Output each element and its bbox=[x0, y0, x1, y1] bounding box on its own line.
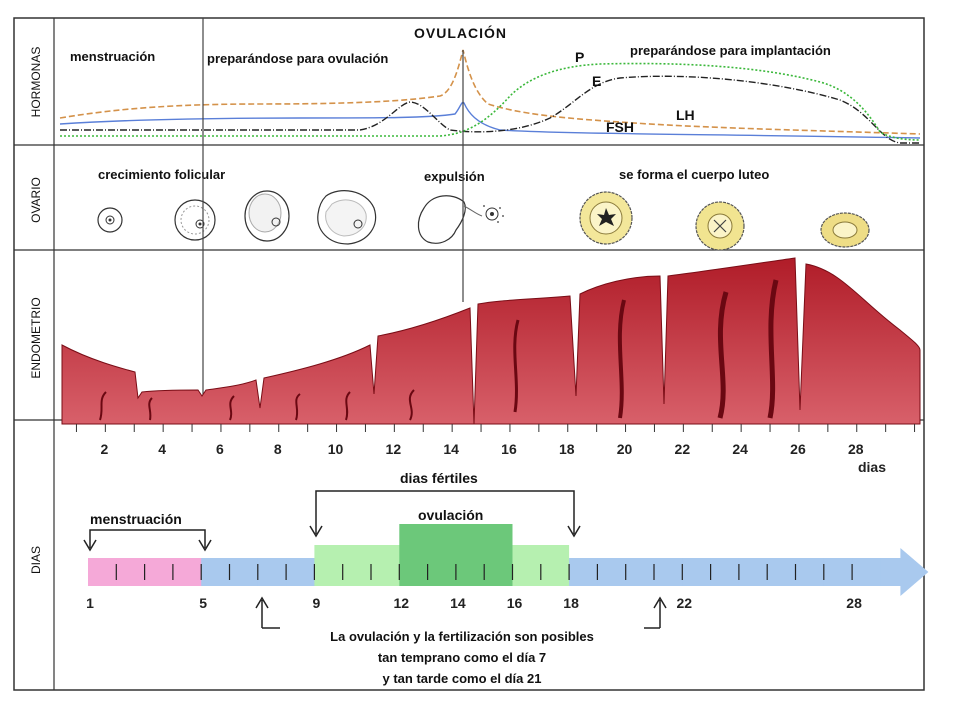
day-tick-label: 10 bbox=[328, 441, 344, 457]
ovary-panel: crecimiento folicular expulsión se forma… bbox=[97, 167, 870, 251]
day-tick-label: 14 bbox=[443, 441, 459, 457]
calendar-day-cell bbox=[625, 558, 655, 586]
follicle-stage-2 bbox=[174, 199, 216, 241]
corpus-luteum-3 bbox=[820, 212, 870, 248]
endometrium-layer bbox=[61, 257, 921, 425]
calendar-tick-label: 5 bbox=[199, 595, 207, 611]
late-ovulation-arrow bbox=[653, 596, 667, 628]
menstruation-bracket bbox=[89, 529, 206, 548]
follicular-growth-label: crecimiento folicular bbox=[98, 167, 225, 182]
endometrium-day-axis: 2 4 6 8 10 12 14 16 18 20 22 24 26 28 dias bbox=[75, 424, 916, 475]
calendar-day-cell bbox=[823, 558, 853, 586]
calendar-tick-label: 16 bbox=[507, 595, 523, 611]
day-tick-label: 4 bbox=[158, 441, 166, 457]
early-ovulation-arrow bbox=[255, 596, 269, 628]
calendar-day-cell bbox=[257, 558, 287, 586]
follicle-stage-3 bbox=[244, 190, 290, 242]
calendar-panel: dias fértiles menstruación ovulación 1 5 9… bbox=[83, 470, 929, 686]
calendar-day-cell bbox=[286, 558, 315, 586]
note-line-3: y tan tarde como el día 21 bbox=[383, 671, 542, 686]
day-tick-label: 2 bbox=[100, 441, 108, 457]
calendar-tick-label: 12 bbox=[394, 595, 410, 611]
day-tick-label: 26 bbox=[790, 441, 806, 457]
endometrium-panel bbox=[61, 257, 921, 425]
calendar-menstruation-label: menstruación bbox=[90, 511, 182, 527]
calendar-tick-label: 22 bbox=[677, 595, 693, 611]
follicle-stage-1 bbox=[97, 207, 123, 233]
estrogen-curve bbox=[60, 75, 920, 144]
note-line-1: La ovulación y la fertilización son posi… bbox=[330, 629, 594, 644]
calendar-day-cell bbox=[710, 558, 740, 586]
lh-label: LH bbox=[676, 107, 695, 123]
calendar-tick-labels: 1 5 9 12 14 16 18 22 28 bbox=[86, 595, 862, 611]
row-label-hormones: HORMONAS bbox=[29, 47, 43, 118]
day-tick-label: 6 bbox=[216, 441, 224, 457]
corpus-luteum-1 bbox=[579, 191, 633, 245]
day-tick-label: 20 bbox=[617, 441, 633, 457]
day-tick-label: 8 bbox=[274, 441, 282, 457]
fsh-label: FSH bbox=[606, 119, 634, 135]
fertile-days-bracket bbox=[315, 490, 575, 534]
fsh-curve bbox=[59, 101, 921, 139]
ovulating-follicle bbox=[417, 195, 504, 244]
day-tick-label: 18 bbox=[559, 441, 575, 457]
calendar-day-cell bbox=[88, 558, 117, 586]
days-axis-label: dias bbox=[858, 459, 886, 475]
calendar-tick-label: 28 bbox=[846, 595, 862, 611]
calendar-day-cell bbox=[116, 558, 146, 586]
calendar-tick-label: 18 bbox=[563, 595, 579, 611]
corpus-luteum-label: se forma el cuerpo luteo bbox=[619, 167, 769, 182]
calendar-day-cell bbox=[767, 558, 796, 586]
calendar-day-cell bbox=[852, 558, 881, 586]
row-label-ovary: OVARIO bbox=[29, 177, 43, 223]
menstruation-phase-label: menstruación bbox=[70, 49, 155, 64]
calendar-day-cell bbox=[597, 558, 627, 586]
cycle-arrow-head bbox=[880, 548, 929, 596]
corpus-luteum-2 bbox=[695, 201, 745, 251]
note-line-2: tan temprano como el día 7 bbox=[378, 650, 546, 665]
day-tick-label: 28 bbox=[848, 441, 864, 457]
calendar-day-cell bbox=[654, 558, 683, 586]
row-label-endometrium: ENDOMETRIO bbox=[29, 297, 43, 378]
calendar-day-cell bbox=[682, 558, 712, 586]
day-tick-label: 24 bbox=[732, 441, 748, 457]
follicle-stage-4 bbox=[317, 190, 377, 245]
calendar-day-cell bbox=[229, 558, 259, 586]
menstruation-bracket-arrows bbox=[83, 539, 212, 552]
row-label-days: DIAS bbox=[29, 546, 43, 574]
calendar-ovulation-label: ovulación bbox=[418, 507, 483, 523]
preparing-ovulation-label: preparándose para ovulación bbox=[207, 51, 388, 66]
expulsion-label: expulsión bbox=[424, 169, 485, 184]
fertile-bracket-arrows bbox=[309, 525, 581, 538]
calendar-day-cell bbox=[144, 558, 174, 586]
calendar-day-cell bbox=[201, 558, 230, 586]
day-tick-label: 12 bbox=[386, 441, 402, 457]
calendar-day-cell bbox=[172, 558, 202, 586]
day-tick-label: 22 bbox=[675, 441, 691, 457]
estrogen-label: E bbox=[592, 73, 601, 89]
calendar-tick-label: 14 bbox=[450, 595, 466, 611]
fertile-days-label: dias fértiles bbox=[400, 470, 478, 486]
cycle-day-bar bbox=[88, 524, 929, 596]
day-tick-label: 16 bbox=[501, 441, 517, 457]
endometrium-vessels bbox=[99, 279, 779, 421]
calendar-day-cell bbox=[569, 558, 598, 586]
calendar-day-cell bbox=[795, 558, 825, 586]
progesterone-label: P bbox=[575, 49, 584, 65]
calendar-tick-label: 1 bbox=[86, 595, 94, 611]
ovulation-title: OVULACIÓN bbox=[414, 24, 507, 41]
calendar-day-cell bbox=[738, 558, 768, 586]
preparing-implantation-label: preparándose para implantación bbox=[630, 43, 831, 58]
hormones-panel: OVULACIÓN menstruación preparándose para… bbox=[59, 24, 921, 144]
calendar-tick-label: 9 bbox=[313, 595, 321, 611]
